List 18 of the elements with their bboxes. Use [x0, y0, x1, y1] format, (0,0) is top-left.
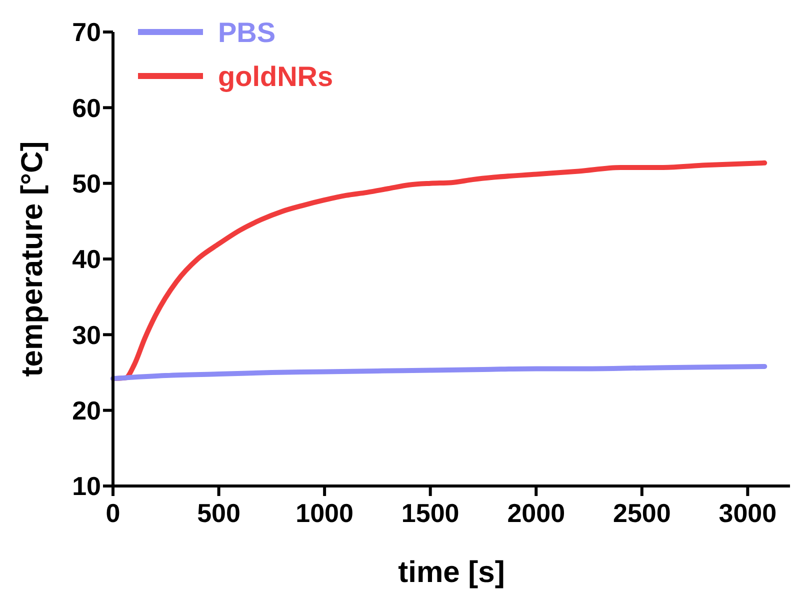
x-tick-label: 0	[106, 498, 120, 528]
legend-label: PBS	[218, 16, 276, 48]
y-tick-label: 60	[72, 92, 101, 123]
y-tick-label: 50	[72, 168, 101, 198]
x-tick-label: 500	[197, 498, 240, 528]
y-tick-label: 70	[72, 17, 101, 48]
x-tick-label: 3000	[718, 498, 777, 528]
x-tick-label: 2000	[507, 498, 566, 528]
legend-label: goldNRs	[218, 60, 334, 92]
y-tick-label: 20	[72, 395, 101, 426]
x-tick-label: 1000	[296, 498, 354, 528]
x-axis-title: time [s]	[398, 556, 505, 589]
y-tick-label: 30	[72, 320, 101, 350]
y-axis-title: temperature [°C]	[16, 141, 49, 377]
x-tick-label: 1500	[401, 498, 460, 528]
x-tick-label: 2500	[612, 498, 671, 528]
y-tick-label: 40	[72, 244, 101, 274]
y-tick-label: 10	[72, 471, 101, 502]
